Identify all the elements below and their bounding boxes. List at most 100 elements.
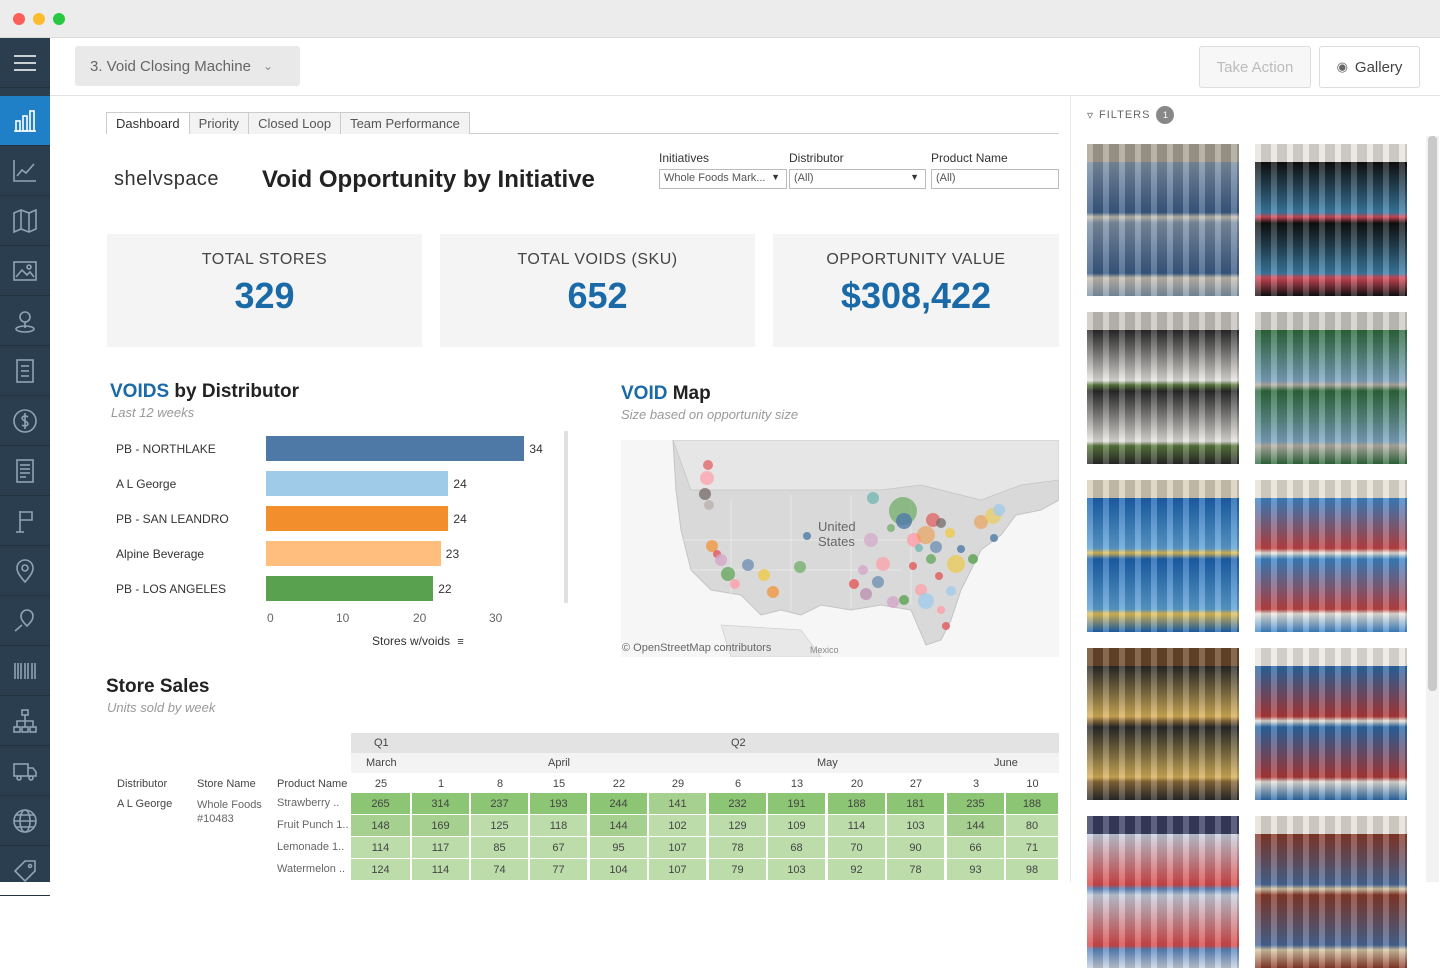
sales-cell[interactable]: 244 <box>590 793 647 814</box>
filter-product-name-input[interactable]: (All) <box>931 169 1059 189</box>
gallery-scrollbar[interactable] <box>1426 136 1439 882</box>
shelf-photo[interactable] <box>1087 648 1239 800</box>
sales-cell[interactable]: 188 <box>828 793 885 814</box>
sales-cell[interactable]: 235 <box>947 793 1004 814</box>
sales-cell[interactable]: 265 <box>351 793 410 814</box>
sidebar-item-reports[interactable] <box>0 346 50 396</box>
sidebar-item-locations[interactable] <box>0 296 50 346</box>
bar[interactable] <box>266 576 434 601</box>
sidebar-item-barcode[interactable] <box>0 646 50 696</box>
sales-cell[interactable]: 114 <box>351 837 410 858</box>
sales-cell[interactable]: 74 <box>471 859 528 880</box>
sales-cell[interactable]: 314 <box>412 793 469 814</box>
sales-cell[interactable]: 237 <box>471 793 528 814</box>
bar[interactable] <box>266 436 525 461</box>
sales-cell[interactable]: 79 <box>709 859 766 880</box>
maximize-window-button[interactable] <box>53 13 65 25</box>
x-axis-label[interactable]: Stores w/voids ≡ <box>372 634 464 648</box>
shelf-photo[interactable] <box>1087 816 1239 968</box>
sales-cell[interactable]: 103 <box>768 859 825 880</box>
gallery-scrollbar-thumb[interactable] <box>1428 136 1437 691</box>
sales-cell[interactable]: 141 <box>649 793 706 814</box>
sales-cell[interactable]: 114 <box>412 859 469 880</box>
sort-icon[interactable]: ≡ <box>457 636 464 648</box>
sales-cell[interactable]: 169 <box>412 815 469 836</box>
sales-cell[interactable]: 67 <box>530 837 587 858</box>
sales-cell[interactable]: 70 <box>828 837 885 858</box>
sidebar-item-trends[interactable] <box>0 146 50 196</box>
sales-cell[interactable]: 181 <box>887 793 944 814</box>
filter-initiatives-dropdown[interactable]: Whole Foods Mark... ▼ <box>659 169 787 189</box>
sales-cell[interactable]: 117 <box>412 837 469 858</box>
sidebar-item-territory[interactable] <box>0 596 50 646</box>
sidebar-item-pins[interactable] <box>0 546 50 596</box>
bar[interactable] <box>266 471 449 496</box>
sales-cell[interactable]: 78 <box>709 837 766 858</box>
sales-cell[interactable]: 144 <box>590 815 647 836</box>
shelf-photo[interactable] <box>1255 312 1407 464</box>
sales-cell[interactable]: 95 <box>590 837 647 858</box>
sales-cell[interactable]: 114 <box>828 815 885 836</box>
sales-cell[interactable]: 77 <box>530 859 587 880</box>
chart-scrollbar[interactable] <box>564 431 568 603</box>
sales-cell[interactable]: 103 <box>887 815 944 836</box>
sales-cell[interactable]: 144 <box>947 815 1004 836</box>
sidebar-item-images[interactable] <box>0 246 50 296</box>
sales-cell[interactable]: 129 <box>709 815 766 836</box>
sales-cell[interactable]: 90 <box>887 837 944 858</box>
sales-cell[interactable]: 66 <box>947 837 1004 858</box>
take-action-button[interactable]: Take Action <box>1199 46 1311 88</box>
sales-cell[interactable]: 188 <box>1006 793 1058 814</box>
sales-cell[interactable]: 68 <box>768 837 825 858</box>
shelf-photo[interactable] <box>1255 480 1407 632</box>
workbook-selector[interactable]: 3. Void Closing Machine ⌄ <box>75 46 300 86</box>
tab-team-performance[interactable]: Team Performance <box>340 112 470 134</box>
sales-cell[interactable]: 107 <box>649 837 706 858</box>
sidebar-item-hierarchy[interactable] <box>0 696 50 746</box>
sales-cell[interactable]: 71 <box>1006 837 1058 858</box>
sales-cell[interactable]: 98 <box>1006 859 1058 880</box>
sales-cell[interactable]: 193 <box>530 793 587 814</box>
tab-closed-loop[interactable]: Closed Loop <box>248 112 342 134</box>
sidebar-item-dashboards[interactable] <box>0 96 50 146</box>
sidebar-item-tags[interactable] <box>0 846 50 896</box>
sales-cell[interactable]: 124 <box>351 859 410 880</box>
sales-cell[interactable]: 109 <box>768 815 825 836</box>
shelf-photo[interactable] <box>1087 480 1239 632</box>
gallery-button[interactable]: ◉ Gallery <box>1319 46 1420 88</box>
sales-cell[interactable]: 125 <box>471 815 528 836</box>
sales-cell[interactable]: 118 <box>530 815 587 836</box>
sales-cell[interactable]: 232 <box>709 793 766 814</box>
shelf-photo[interactable] <box>1087 312 1239 464</box>
tab-dashboard[interactable]: Dashboard <box>106 112 190 134</box>
sidebar-item-documents[interactable] <box>0 446 50 496</box>
close-window-button[interactable] <box>13 13 25 25</box>
bar[interactable] <box>266 506 449 531</box>
minimize-window-button[interactable] <box>33 13 45 25</box>
void-map[interactable]: United States Mexico © OpenStreetMap con… <box>621 440 1059 657</box>
sales-cell[interactable]: 93 <box>947 859 1004 880</box>
sales-cell[interactable]: 80 <box>1006 815 1058 836</box>
filter-distributor-dropdown[interactable]: (All) ▼ <box>789 169 926 189</box>
bar[interactable] <box>266 541 441 566</box>
tab-priority[interactable]: Priority <box>188 112 250 134</box>
sidebar-item-revenue[interactable] <box>0 396 50 446</box>
shelf-photo[interactable] <box>1255 648 1407 800</box>
sales-cell[interactable]: 148 <box>351 815 410 836</box>
sales-cell[interactable]: 104 <box>590 859 647 880</box>
filters-toggle[interactable]: ▿ FILTERS 1 <box>1087 106 1175 124</box>
sidebar-item-map[interactable] <box>0 196 50 246</box>
sales-cell[interactable]: 102 <box>649 815 706 836</box>
sales-cell[interactable]: 92 <box>828 859 885 880</box>
hamburger-menu-button[interactable] <box>0 38 50 88</box>
sales-cell[interactable]: 78 <box>887 859 944 880</box>
sidebar-item-flags[interactable] <box>0 496 50 546</box>
shelf-photo[interactable] <box>1255 144 1407 296</box>
shelf-photo[interactable] <box>1255 816 1407 968</box>
sidebar-item-delivery[interactable] <box>0 746 50 796</box>
sales-cell[interactable]: 191 <box>768 793 825 814</box>
sidebar-item-global[interactable] <box>0 796 50 846</box>
sales-cell[interactable]: 107 <box>649 859 706 880</box>
shelf-photo[interactable] <box>1087 144 1239 296</box>
map-attribution[interactable]: © OpenStreetMap contributors <box>622 642 772 654</box>
